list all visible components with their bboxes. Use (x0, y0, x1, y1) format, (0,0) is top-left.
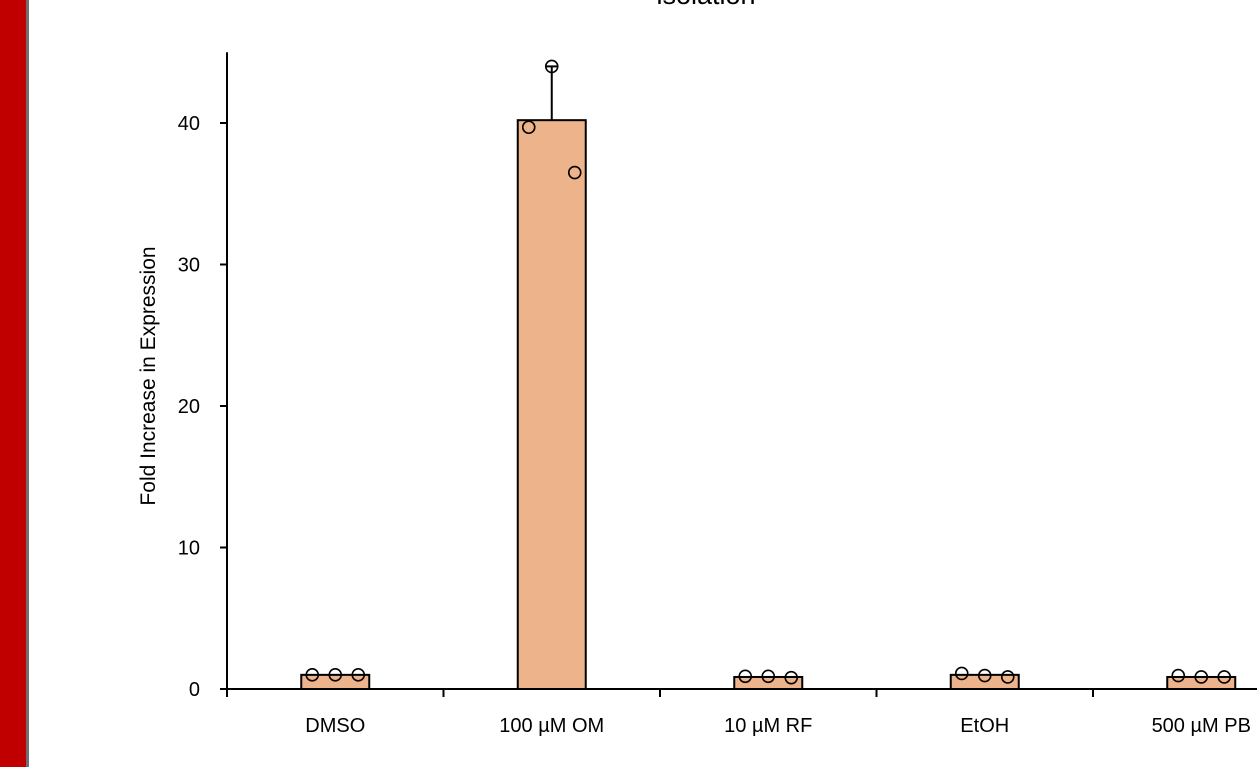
y-tick-label: 30 (178, 255, 200, 277)
side-accent-edge (26, 0, 29, 767)
x-tick-label: DMSO (305, 715, 365, 737)
replicate-point (738, 669, 753, 684)
chart-title: isolation (656, 0, 755, 10)
y-tick-label: 10 (178, 538, 200, 560)
y-tick-label: 20 (178, 396, 200, 418)
y-tick-label: 0 (189, 679, 200, 701)
replicate-point (328, 668, 343, 682)
bar (516, 119, 587, 691)
plot-area: 0 10 20 30 40 DMSO 100 µM OM 10 µM RF EtOH 500 µM… (178, 52, 1257, 737)
y-axis-title: Fold Increase in Expression (137, 246, 160, 505)
x-tick-label: 10 µM RF (724, 715, 812, 737)
replicate-point (977, 668, 992, 683)
replicate-point (544, 59, 559, 74)
replicate-point (351, 668, 366, 682)
replicate-point (761, 669, 776, 684)
replicate-point (784, 670, 799, 685)
replicate-point (1171, 668, 1186, 683)
side-accent-band (0, 0, 26, 767)
y-tick-label: 40 (178, 113, 200, 135)
replicate-point (521, 120, 536, 135)
x-tick-label: 100 µM OM (499, 715, 604, 737)
bar (300, 673, 371, 690)
x-tick-label: EtOH (960, 715, 1009, 737)
replicate-point (1194, 670, 1209, 684)
replicate-point (567, 165, 582, 180)
replicate-point (305, 668, 320, 682)
x-tick-label: 500 µM PB (1152, 715, 1251, 737)
replicate-point (1217, 670, 1232, 684)
replicate-point (954, 666, 969, 681)
replicate-point (1000, 670, 1015, 684)
